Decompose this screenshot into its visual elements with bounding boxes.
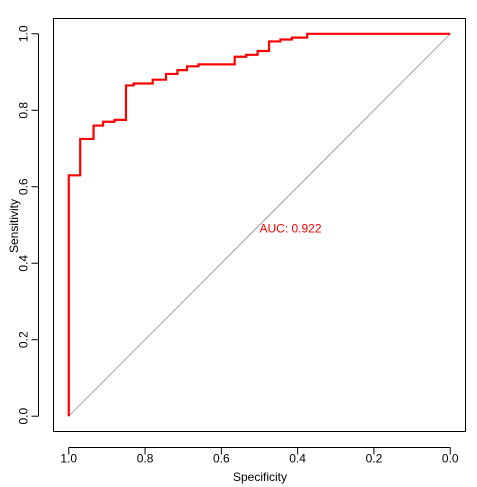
- x-tick-label: 0.0: [442, 452, 459, 466]
- y-tick-label: 0.0: [17, 408, 31, 425]
- x-tick-label: 0.4: [289, 452, 306, 466]
- y-tick-label: 0.8: [17, 102, 31, 119]
- y-axis-title: Sensitivity: [7, 199, 21, 253]
- y-tick-label: 0.4: [17, 255, 31, 272]
- y-tick-label: 1.0: [17, 25, 31, 42]
- auc-annotation: AUC: 0.922: [260, 222, 322, 236]
- plot-frame: [53, 18, 466, 432]
- x-tick-label: 1.0: [60, 452, 77, 466]
- x-axis-title: Specificity: [233, 470, 287, 484]
- reference-diagonal-line: [68, 33, 451, 417]
- x-axis-ticks: 1.0 0.8 0.6 0.4 0.2 0.0: [60, 447, 459, 466]
- x-tick-label: 0.8: [137, 452, 154, 466]
- roc-curve: [67, 32, 451, 417]
- x-tick-label: 0.2: [366, 452, 383, 466]
- y-axis-ticks: 0.0 0.2 0.4 0.6 0.8 1.0: [17, 25, 39, 425]
- y-tick-label: 0.6: [17, 178, 31, 195]
- y-tick-label: 0.2: [17, 331, 31, 348]
- x-tick-label: 0.6: [213, 452, 230, 466]
